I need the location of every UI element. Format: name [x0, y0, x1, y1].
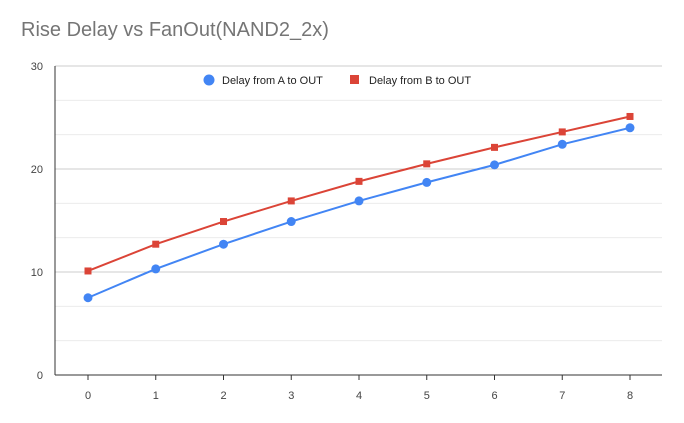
data-point-b-to-out: [220, 218, 227, 226]
data-point-b-to-out: [84, 267, 92, 275]
data-point-a-to-out: [625, 123, 635, 133]
x-tick-label: 5: [424, 390, 430, 402]
data-point-a-to-out: [83, 293, 93, 303]
chart-title: Rise Delay vs FanOut(NAND2_2x): [21, 19, 329, 41]
y-tick-label: 30: [31, 61, 43, 73]
data-point-b-to-out: [355, 177, 363, 185]
data-point-a-to-out: [557, 139, 567, 149]
legend-marker-b-to-out: [350, 75, 359, 84]
axes: 0 10 20 30 0 1 2 3 4 5 6 7 8: [31, 61, 662, 402]
data-point-a-to-out: [422, 177, 432, 187]
legend: Delay from A to OUT Delay from B to OUT: [203, 74, 471, 87]
y-tick-label: 10: [31, 267, 43, 279]
data-point-a-to-out: [219, 239, 228, 249]
data-point-b-to-out: [491, 143, 498, 151]
x-tick-label: 3: [288, 390, 294, 402]
legend-label-a-to-out: Delay from A to OUT: [222, 75, 323, 87]
x-tick-label: 1: [153, 390, 159, 402]
data-point-a-to-out: [151, 264, 161, 274]
data-point-b-to-out: [626, 112, 634, 120]
x-tick-label: 8: [627, 390, 633, 402]
x-tick-label: 2: [220, 390, 226, 402]
series-line-1: [87, 115, 631, 272]
series: [83, 112, 635, 303]
x-tick-label: 7: [559, 390, 565, 402]
x-tick-label: 0: [85, 390, 91, 402]
data-point-a-to-out: [286, 217, 296, 227]
data-point-b-to-out: [152, 240, 160, 248]
data-point-a-to-out: [490, 160, 499, 170]
data-point-b-to-out: [558, 128, 566, 136]
data-point-b-to-out: [423, 160, 431, 168]
legend-marker-a-to-out: [203, 74, 215, 86]
legend-label-b-to-out: Delay from B to OUT: [369, 75, 471, 87]
data-point-b-to-out: [287, 197, 295, 205]
x-tick-label: 6: [491, 390, 497, 402]
x-tick-label: 4: [356, 390, 362, 402]
data-point-a-to-out: [354, 196, 364, 206]
y-tick-label: 20: [31, 164, 43, 176]
y-tick-label: 0: [37, 370, 43, 382]
